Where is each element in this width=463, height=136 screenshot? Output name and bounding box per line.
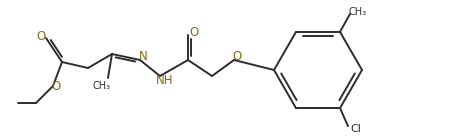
Text: Cl: Cl xyxy=(350,124,362,134)
Text: CH₃: CH₃ xyxy=(349,7,367,17)
Text: O: O xyxy=(189,27,199,39)
Text: CH₃: CH₃ xyxy=(93,81,111,91)
Text: O: O xyxy=(232,50,242,64)
Text: N: N xyxy=(138,50,147,64)
Text: O: O xyxy=(37,30,46,42)
Text: NH: NH xyxy=(156,73,174,86)
Text: O: O xyxy=(51,81,61,94)
